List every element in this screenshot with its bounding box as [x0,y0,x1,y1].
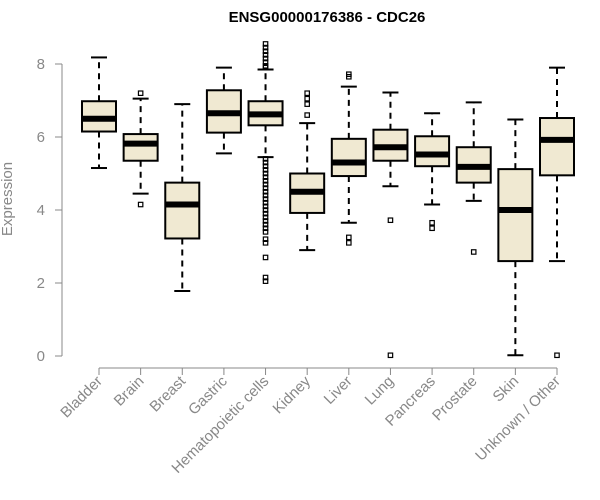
outlier-hematopoietic-cells-19 [262,196,269,202]
y-tick-label-4: 4 [37,202,45,219]
y-axis-label: Expression [0,162,16,236]
outlier-hematopoietic-cells-9 [262,159,269,166]
box-hematopoietic-cells [247,41,284,284]
outlier-hematopoietic-cells-1 [262,44,269,51]
outlier-pancreas-1 [429,225,435,232]
iqr-box-brain [122,133,159,162]
outlier-hematopoietic-cells-24 [262,214,269,221]
x-tick-label-skin: Skin [490,373,523,406]
outlier-hematopoietic-cells-7 [262,64,269,71]
outlier-hematopoietic-cells-5 [262,59,269,65]
y-tick-label-8: 8 [37,56,45,73]
outlier-hematopoietic-cells-0 [262,41,269,47]
outlier-hematopoietic-cells-2 [262,48,269,55]
outlier-brain-0 [137,201,144,208]
outlier-hematopoietic-cells-29 [262,236,269,243]
outlier-unknown-other-0 [554,352,560,359]
x-tick-label-lung: Lung [362,373,398,409]
outlier-hematopoietic-cells-21 [262,203,269,210]
box-breast [164,103,201,293]
outlier-kidney-3 [304,90,310,97]
outlier-hematopoietic-cells-8 [262,156,269,162]
x-tick-label-kidney: Kidney [270,372,315,417]
x-tick-label-bladder: Bladder [57,373,106,422]
outlier-hematopoietic-cells-14 [262,178,269,184]
y-tick-label-2: 2 [37,275,45,292]
outlier-hematopoietic-cells-22 [262,207,269,213]
outlier-hematopoietic-cells-17 [262,188,269,195]
box-unknown-other [539,66,575,359]
x-tick-label-liver: Liver [321,373,356,408]
outlier-hematopoietic-cells-11 [262,167,269,173]
outlier-liver-1 [346,240,352,246]
outlier-lung-0 [387,217,394,224]
iqr-box-skin [497,168,534,263]
outlier-hematopoietic-cells-15 [262,181,269,188]
x-tick-label-breast: Breast [146,372,189,415]
y-tick-label-0: 0 [37,348,45,365]
outlier-kidney-1 [304,101,310,107]
outlier-hematopoietic-cells-20 [262,199,269,206]
box-brain [122,90,159,208]
outlier-hematopoietic-cells-27 [262,225,269,232]
outlier-hematopoietic-cells-12 [262,170,269,177]
outlier-hematopoietic-cells-31 [262,254,269,261]
outlier-liver-3 [346,71,352,78]
box-gastric [205,66,242,155]
outlier-kidney-0 [304,112,310,118]
outlier-hematopoietic-cells-28 [262,229,269,235]
box-kidney [289,90,326,252]
outlier-hematopoietic-cells-23 [262,210,269,217]
chart-title: ENSG00000176386 - CDC26 [229,9,426,26]
outlier-hematopoietic-cells-13 [262,174,269,180]
box-bladder [81,56,117,170]
box-lung [372,91,409,359]
x-tick-label-prostate: Prostate [429,373,481,425]
outlier-hematopoietic-cells-10 [262,163,269,170]
iqr-box-pancreas [414,135,451,168]
y-tick-label-6: 6 [37,129,45,146]
box-liver [330,71,367,246]
outlier-kidney-2 [304,95,310,102]
box-skin [497,118,534,357]
outlier-pancreas-0 [429,219,435,226]
boxes-group [81,41,575,359]
outlier-hematopoietic-cells-18 [262,192,269,199]
outlier-hematopoietic-cells-4 [262,55,269,62]
outlier-hematopoietic-cells-30 [262,240,269,246]
outlier-lung-1 [387,352,394,359]
outlier-hematopoietic-cells-26 [262,221,269,228]
iqr-box-liver [330,137,367,178]
outlier-prostate-0 [470,249,477,255]
outlier-hematopoietic-cells-3 [262,52,269,58]
outlier-liver-0 [346,234,352,241]
y-axis-ticks: 0 2 4 6 8 [37,56,62,365]
x-tick-label-brain: Brain [111,373,148,410]
iqr-box-unknown-other [539,117,575,177]
box-pancreas [414,112,451,232]
outlier-hematopoietic-cells-33 [262,278,269,284]
outlier-hematopoietic-cells-25 [262,218,269,224]
box-prostate [455,101,492,255]
outlier-brain-1 [137,90,144,97]
outlier-hematopoietic-cells-16 [262,185,269,191]
outlier-hematopoietic-cells-32 [262,274,269,281]
iqr-box-breast [164,181,201,240]
